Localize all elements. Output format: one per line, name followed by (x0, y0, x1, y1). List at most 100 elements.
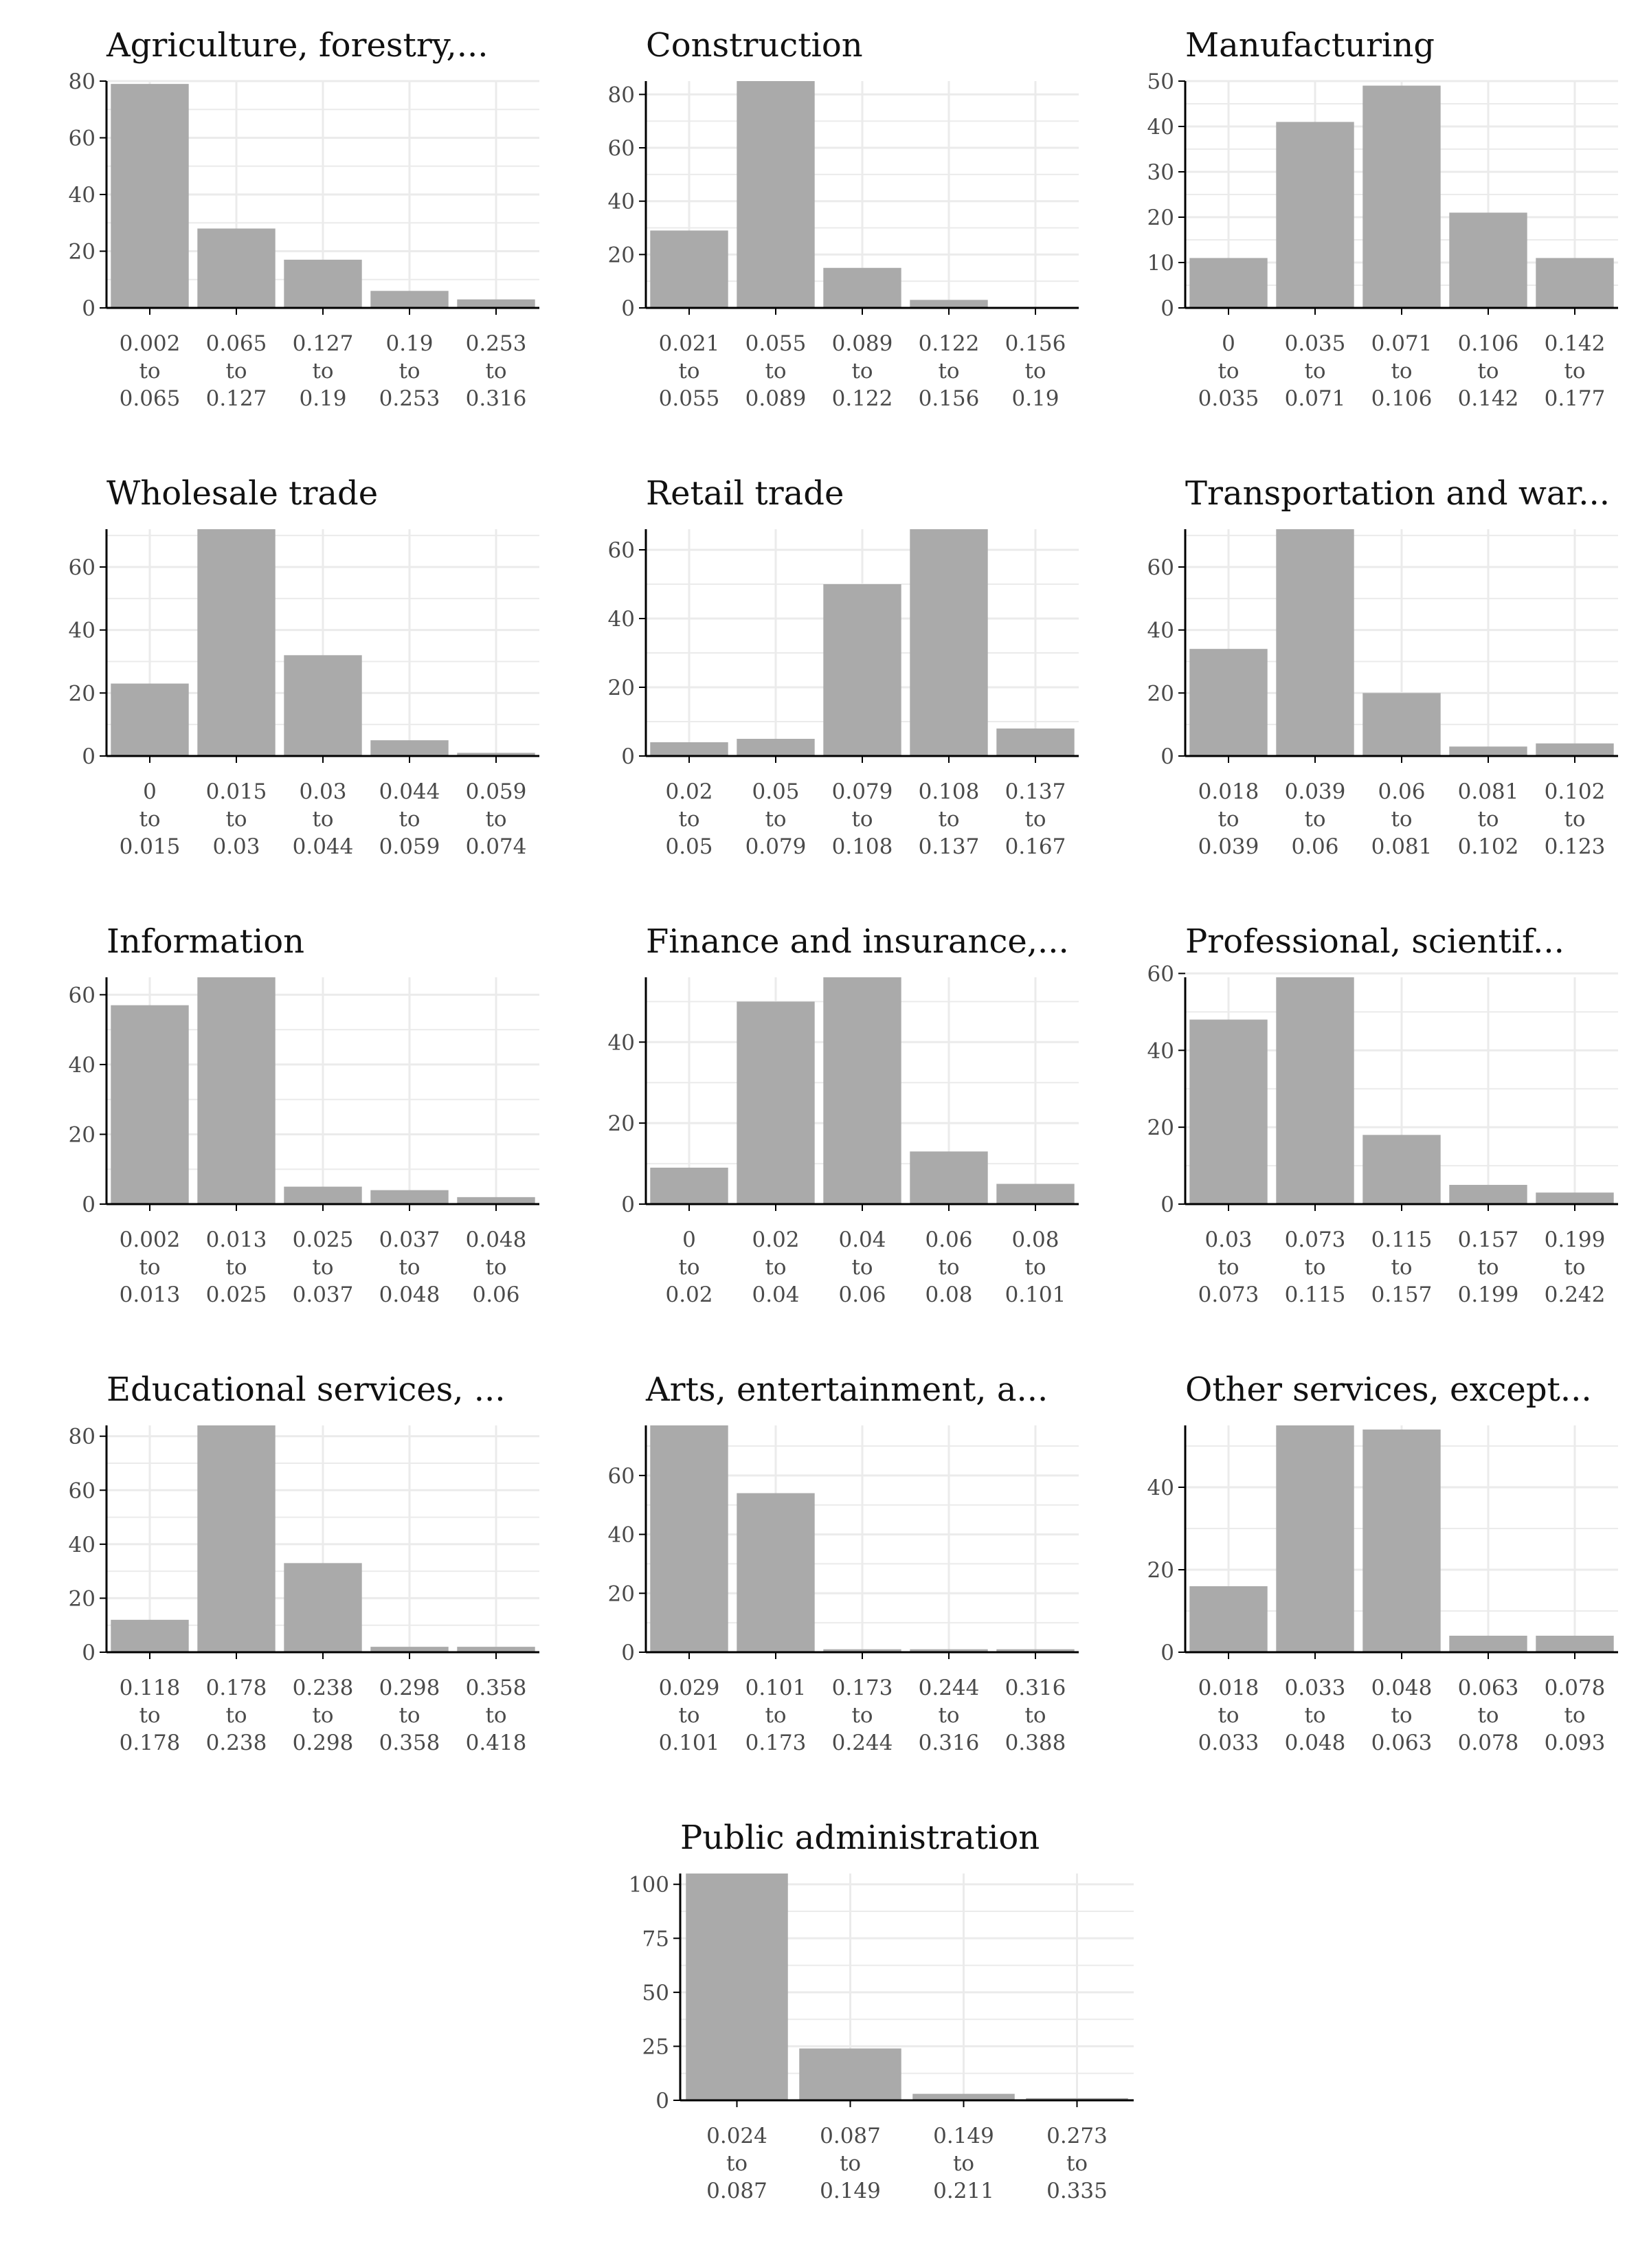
histogram-bar (197, 529, 276, 756)
y-tick-label: 0 (82, 744, 96, 769)
x-category-label: 0.108 to 0.137 (919, 779, 980, 859)
chart-panel-4: Wholesale trade 0 20 40 60 0 to 0.015 0.015 to 0.0… (69, 474, 539, 859)
y-tick-label: 0 (1160, 744, 1174, 769)
y-tick-label: 0 (1160, 296, 1174, 321)
x-category-label: 0.037 to 0.048 (379, 1227, 440, 1307)
y-tick-label: 75 (642, 1926, 669, 1951)
histogram-bar (111, 683, 189, 756)
y-tick-label: 40 (1147, 619, 1174, 643)
chart-title: Finance and insurance,... (646, 922, 1069, 961)
histogram-bar (910, 1151, 988, 1204)
x-category-label: 0.029 to 0.101 (659, 1676, 720, 1755)
y-tick-label: 60 (69, 126, 96, 151)
x-category-label: 0.013 to 0.025 (206, 1227, 267, 1307)
histogram-bar (370, 291, 449, 308)
x-category-label: 0.244 to 0.316 (919, 1676, 980, 1755)
chart-title: Arts, entertainment, a... (645, 1370, 1048, 1409)
x-category-label: 0.178 to 0.238 (206, 1676, 267, 1755)
x-category-label: 0.089 to 0.122 (832, 331, 893, 411)
histogram-bar (737, 81, 815, 308)
chart-panel-10: Educational services, ... 0 20 40 60 80 0.118 t… (69, 1370, 539, 1755)
chart-title: Transportation and war... (1185, 474, 1610, 513)
histogram-bar (1449, 1636, 1527, 1652)
y-tick-label: 100 (629, 1873, 669, 1898)
chart-title: Public administration (680, 1819, 1040, 1857)
x-category-label: 0.316 to 0.388 (1005, 1676, 1066, 1755)
chart-panel-9: Professional, scientif... 0 20 40 60 0.03 to 0.… (1147, 922, 1618, 1307)
histogram-bar (370, 1190, 449, 1204)
x-category-label: 0.137 to 0.167 (1005, 779, 1066, 859)
chart-panel-13: Public administration 0 25 50 75 100 0.024 to 0.… (629, 1819, 1134, 2203)
chart-panel-2: Construction 0 20 40 60 80 0.021 to 0.055 0.055 to… (608, 26, 1079, 411)
x-category-label: 0.19 to 0.253 (379, 331, 440, 411)
histogram-bar (1276, 977, 1354, 1204)
y-tick-label: 30 (1147, 160, 1174, 185)
histogram-bar (910, 1649, 988, 1652)
x-category-label: 0.08 to 0.101 (1005, 1227, 1066, 1307)
y-tick-label: 0 (1160, 1192, 1174, 1217)
histogram-bar (1449, 212, 1527, 308)
x-category-label: 0.115 to 0.157 (1371, 1227, 1433, 1307)
x-category-label: 0.106 to 0.142 (1458, 331, 1519, 411)
y-tick-label: 40 (608, 1523, 635, 1548)
x-category-label: 0.055 to 0.089 (745, 331, 807, 411)
y-tick-label: 60 (1147, 555, 1174, 580)
chart-title: Construction (646, 26, 863, 65)
y-tick-label: 60 (608, 136, 635, 161)
histogram-bar (284, 655, 362, 756)
histogram-bar (1276, 122, 1354, 308)
y-tick-label: 0 (82, 1641, 96, 1665)
y-tick-label: 40 (1147, 1038, 1174, 1063)
histogram-bar (457, 1197, 535, 1204)
chart-panel-5: Retail trade 0 20 40 60 0.02 to 0.05 0.05 to 0.079… (608, 474, 1079, 859)
histogram-bar (1189, 1586, 1268, 1652)
histogram-bar (1536, 1636, 1614, 1652)
y-tick-label: 10 (1147, 251, 1174, 276)
chart-panel-3: Manufacturing 0 10 20 30 40 50 0 to 0.035 0.035 to 0… (1147, 26, 1618, 411)
histogram-bar (799, 2048, 901, 2100)
x-category-label: 0.033 to 0.048 (1285, 1676, 1346, 1755)
histogram-bar (197, 1425, 276, 1652)
histogram-bar (1362, 1430, 1441, 1652)
x-category-label: 0.025 to 0.037 (293, 1227, 354, 1307)
x-category-label: 0.059 to 0.074 (466, 779, 527, 859)
x-category-label: 0.06 to 0.081 (1371, 779, 1433, 859)
histogram-bar (737, 739, 815, 756)
x-category-label: 0.002 to 0.065 (120, 331, 181, 411)
x-category-label: 0.199 to 0.242 (1545, 1227, 1606, 1307)
y-tick-label: 80 (69, 1425, 96, 1449)
x-category-label: 0.156 to 0.19 (1005, 331, 1066, 411)
y-tick-label: 50 (642, 1981, 669, 2005)
y-tick-label: 40 (608, 1030, 635, 1055)
histogram-bar (1536, 743, 1614, 756)
x-category-label: 0.039 to 0.06 (1285, 779, 1346, 859)
histogram-bar (197, 228, 276, 308)
y-tick-label: 20 (1147, 1558, 1174, 1583)
y-tick-label: 40 (608, 190, 635, 214)
x-category-label: 0.044 to 0.059 (379, 779, 440, 859)
x-category-label: 0.02 to 0.04 (752, 1227, 799, 1307)
y-tick-label: 80 (69, 69, 96, 94)
y-tick-label: 20 (608, 243, 635, 267)
x-category-label: 0.035 to 0.071 (1285, 331, 1346, 411)
histogram-bar (823, 1649, 901, 1652)
y-tick-label: 60 (69, 555, 96, 580)
chart-title: Professional, scientif... (1185, 922, 1564, 961)
histogram-bar (370, 1647, 449, 1652)
x-category-label: 0.048 to 0.06 (466, 1227, 527, 1307)
chart-title: Educational services, ... (106, 1370, 506, 1409)
x-category-label: 0 to 0.02 (665, 1227, 713, 1307)
y-tick-label: 20 (69, 240, 96, 265)
x-category-label: 0.024 to 0.087 (706, 2124, 767, 2203)
chart-title: Manufacturing (1185, 26, 1435, 65)
histogram-bar (197, 977, 276, 1204)
x-category-label: 0.018 to 0.039 (1198, 779, 1259, 859)
y-tick-label: 20 (69, 1586, 96, 1611)
y-tick-label: 0 (621, 296, 635, 321)
x-category-label: 0.065 to 0.127 (206, 331, 267, 411)
histogram-bar (1026, 2098, 1128, 2100)
y-tick-label: 60 (608, 538, 635, 563)
histogram-bar (1362, 1135, 1441, 1204)
histogram-bar (1276, 529, 1354, 756)
chart-panel-8: Finance and insurance,... 0 20 40 0 to 0.02 0.0… (608, 922, 1079, 1307)
